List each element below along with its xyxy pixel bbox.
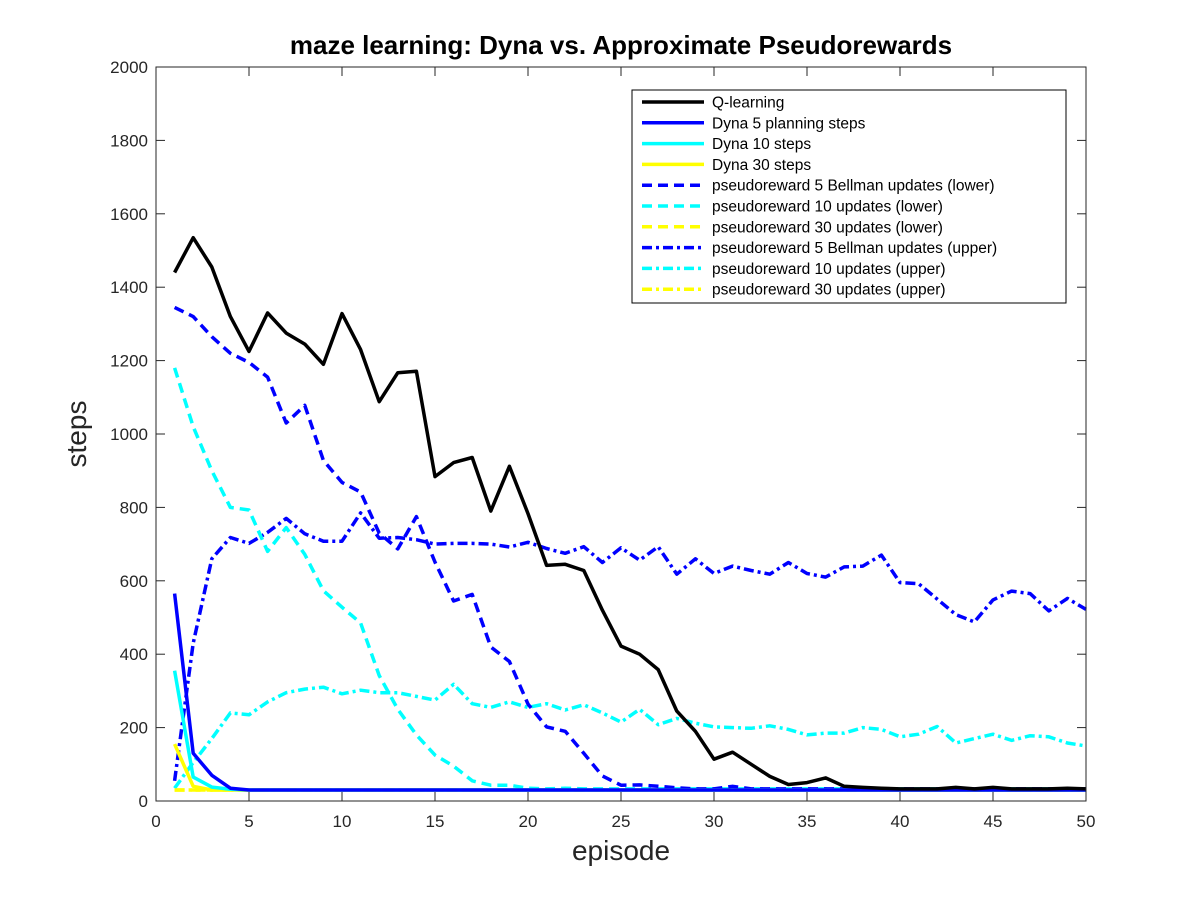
x-tick-label: 50 bbox=[1077, 812, 1096, 831]
legend: Q-learning Dyna 5 planning steps Dyna 10 s… bbox=[631, 89, 1067, 304]
plot-frame bbox=[155, 66, 1087, 802]
legend-entry-3: Dyna 30 steps bbox=[712, 157, 811, 174]
x-tick-label: 10 bbox=[333, 812, 352, 831]
x-tick-label: 0 bbox=[151, 812, 160, 831]
legend-entry-2: Dyna 10 steps bbox=[712, 136, 811, 153]
series-line-7 bbox=[172, 511, 1087, 782]
legend-box bbox=[631, 89, 1067, 304]
series-line-8 bbox=[173, 682, 1087, 790]
x-tick-label: 40 bbox=[891, 812, 910, 831]
x-tick-label: 25 bbox=[612, 812, 631, 831]
legend-entry-1: Dyna 5 planning steps bbox=[712, 115, 866, 132]
y-tick-label: 400 bbox=[120, 645, 148, 664]
y-tick-label: 1800 bbox=[110, 131, 148, 150]
y-tick-label: 2000 bbox=[110, 58, 148, 77]
legend-entry-4: pseudoreward 5 Bellman updates (lower) bbox=[712, 178, 995, 195]
y-tick-label: 800 bbox=[120, 498, 148, 517]
x-axis-label: episode bbox=[572, 835, 670, 866]
legend-entry-0: Q-learning bbox=[712, 95, 784, 112]
y-tick-label: 1200 bbox=[110, 352, 148, 371]
x-tick-label: 45 bbox=[984, 812, 1003, 831]
legend-entry-9: pseudoreward 30 updates (upper) bbox=[712, 282, 946, 299]
legend-entry-7: pseudoreward 5 Bellman updates (upper) bbox=[712, 240, 997, 257]
series-line-0 bbox=[173, 235, 1087, 791]
y-tick-label: 600 bbox=[120, 572, 148, 591]
chart-title: maze learning: Dyna vs. Approximate Pseu… bbox=[290, 30, 952, 60]
axis-ticks: 0 5 10 15 20 25 30 35 40 45 50 0 200 400 600 800 1000 120… bbox=[110, 58, 1095, 831]
legend-entry-6: pseudoreward 30 updates (lower) bbox=[712, 219, 943, 236]
y-tick-label: 0 bbox=[139, 792, 148, 811]
y-axis-label: steps bbox=[61, 401, 92, 468]
x-tick-label: 35 bbox=[798, 812, 817, 831]
y-tick-label: 200 bbox=[120, 719, 148, 738]
x-tick-label: 20 bbox=[519, 812, 538, 831]
legend-entry-5: pseudoreward 10 updates (lower) bbox=[712, 199, 943, 216]
y-tick-label: 1600 bbox=[110, 205, 148, 224]
y-tick-label: 1400 bbox=[110, 278, 148, 297]
legend-entry-8: pseudoreward 10 updates (upper) bbox=[712, 261, 946, 278]
series-layer bbox=[172, 235, 1087, 792]
y-tick-label: 1000 bbox=[110, 425, 148, 444]
x-tick-label: 5 bbox=[244, 812, 253, 831]
x-tick-label: 15 bbox=[426, 812, 445, 831]
x-tick-label: 30 bbox=[705, 812, 724, 831]
